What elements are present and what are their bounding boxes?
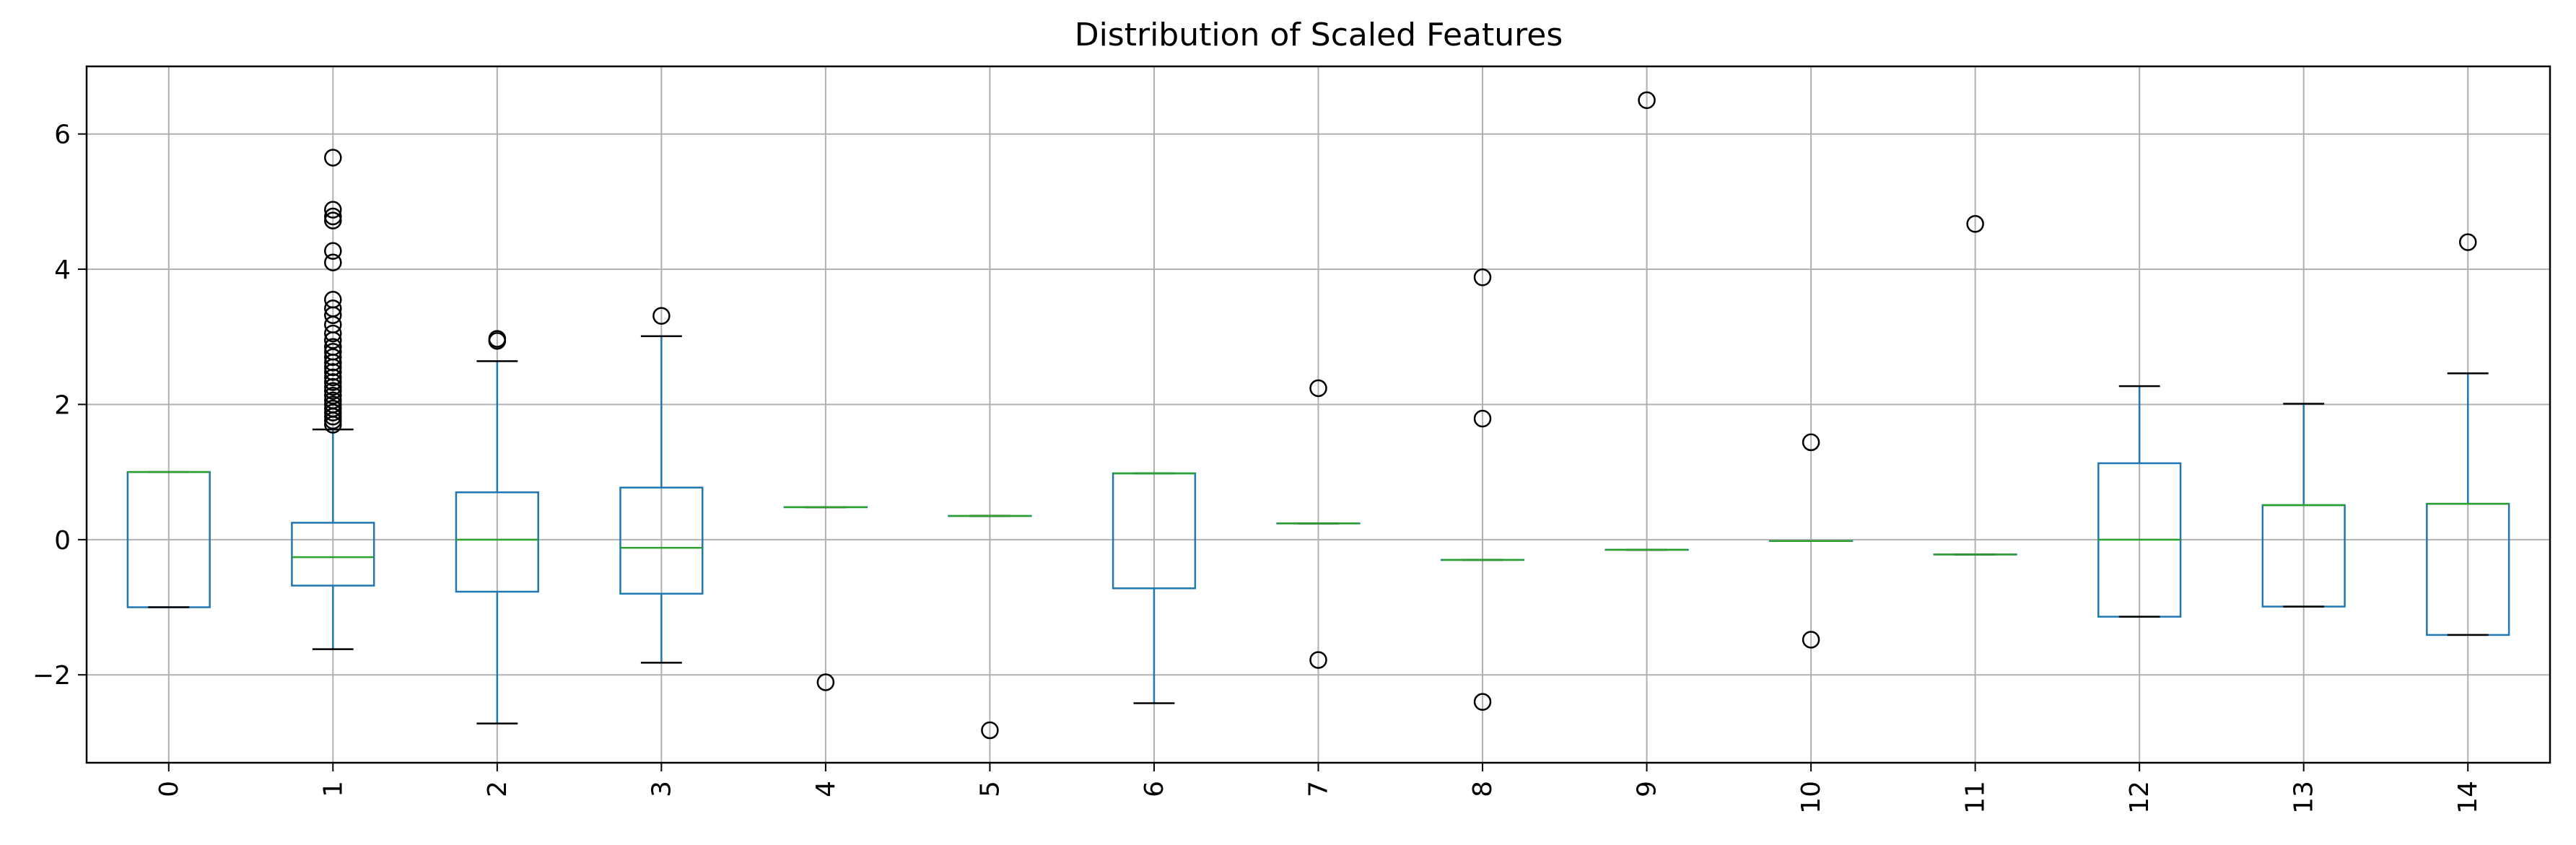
outlier-point — [324, 253, 342, 271]
box-body — [291, 522, 375, 587]
outlier-point — [1309, 651, 1327, 669]
outlier-point — [324, 331, 342, 349]
box-5 — [948, 515, 1032, 740]
outlier-point — [324, 207, 342, 226]
outlier-point — [324, 348, 342, 367]
outlier-point — [2458, 233, 2477, 251]
box-12 — [2097, 385, 2182, 618]
x-tick-label: 9 — [1633, 781, 1662, 797]
box-4 — [783, 506, 868, 691]
outlier-point — [324, 377, 342, 396]
y-axis: −2 0 2 4 6 — [32, 121, 87, 691]
y-tick-label: −2 — [32, 661, 71, 691]
outlier-point — [981, 721, 999, 740]
outlier-point — [324, 211, 342, 229]
outlier-point — [324, 201, 342, 219]
x-tick-label: 10 — [1796, 781, 1826, 814]
chart-title: Distribution of Scaled Features — [1075, 17, 1563, 53]
box-10 — [1768, 433, 1854, 649]
outlier-point — [324, 403, 342, 421]
box-3 — [619, 307, 704, 664]
x-tick-label: 5 — [975, 781, 1005, 797]
x-tick-label: 13 — [2289, 781, 2319, 814]
outlier-point — [1473, 268, 1492, 286]
x-tick-label: 12 — [2125, 781, 2154, 814]
x-tick-label: 11 — [1961, 781, 1991, 814]
outlier-point — [816, 673, 835, 691]
x-axis: 0 1 2 3 4 5 6 7 8 9 10 11 12 13 14 — [154, 763, 2483, 814]
box-11 — [1933, 215, 2017, 556]
box-13 — [2261, 403, 2346, 608]
x-tick-label: 6 — [1140, 781, 1169, 797]
boxes — [126, 91, 2510, 740]
outlier-point — [324, 408, 342, 426]
x-tick-label: 8 — [1468, 781, 1498, 797]
x-tick-label: 1 — [318, 781, 348, 797]
box-body — [455, 491, 539, 593]
plot-frame — [85, 65, 2551, 764]
box-7 — [1276, 379, 1361, 669]
outlier-point — [324, 387, 342, 405]
box-body — [619, 486, 704, 595]
outlier-point — [324, 368, 342, 387]
outlier-point — [1473, 409, 1492, 428]
box-0 — [126, 470, 211, 608]
outlier-point — [1802, 433, 1820, 452]
outlier-point — [488, 332, 507, 350]
outlier-point — [324, 416, 342, 434]
outlier-point — [324, 363, 342, 381]
outlier-point — [324, 324, 342, 343]
y-tick-label: 4 — [54, 255, 71, 285]
y-tick-label: 0 — [54, 526, 71, 556]
box-9 — [1604, 91, 1689, 551]
outlier-point — [324, 149, 342, 167]
x-tick-label: 3 — [647, 781, 676, 797]
y-tick-label: 2 — [54, 390, 71, 420]
grid-lines — [87, 66, 2550, 763]
outlier-point — [324, 306, 342, 325]
box-6 — [1112, 472, 1197, 704]
outlier-point — [324, 358, 342, 377]
box-2 — [455, 330, 539, 724]
outlier-point — [324, 242, 342, 260]
x-tick-label: 7 — [1304, 781, 1334, 797]
outlier-point — [324, 411, 342, 430]
outlier-point — [1309, 379, 1327, 398]
outlier-point — [1473, 693, 1492, 711]
x-tick-label: 2 — [483, 781, 512, 797]
outlier-point — [1638, 91, 1656, 110]
box-14 — [2426, 233, 2510, 636]
outlier-point — [1802, 631, 1820, 649]
x-tick-label: 14 — [2453, 781, 2483, 814]
x-tick-label: 0 — [154, 781, 184, 797]
outlier-point — [324, 354, 342, 372]
box-1 — [291, 149, 375, 650]
outlier-point — [1966, 215, 1984, 233]
y-tick-label: 6 — [54, 121, 71, 150]
outlier-point — [324, 373, 342, 391]
outlier-point — [324, 382, 342, 400]
box-8 — [1440, 268, 1525, 711]
outlier-point — [652, 307, 671, 325]
x-tick-label: 4 — [811, 781, 841, 797]
